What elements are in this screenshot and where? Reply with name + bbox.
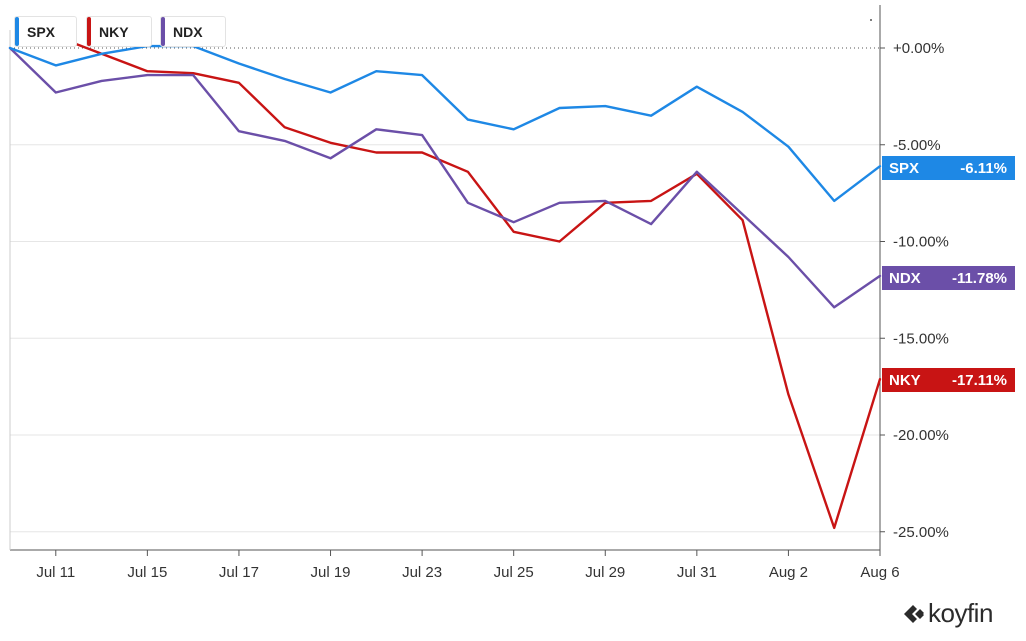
series-line-nky	[75, 42, 882, 530]
legend-label-ndx: NDX	[173, 23, 203, 40]
legend-label-spx: SPX	[27, 23, 56, 40]
legend-item-spx[interactable]: SPX	[14, 16, 77, 47]
end-label-spx-value: -6.11%	[960, 159, 1007, 177]
legend-label-nky: NKY	[99, 23, 129, 40]
axes	[9, 5, 881, 551]
end-label-spx-name: SPX	[889, 159, 920, 177]
brand-name: koyfin	[928, 598, 993, 628]
x-axis-ticks: Jul 11 Jul 15 Jul 17 Jul 19 Jul 23 Jul 25 Jul …	[36, 550, 900, 581]
end-label-ndx: NDX -11.78%	[882, 266, 1015, 290]
x-tick-label: Aug 2	[769, 564, 808, 581]
legend-item-nky[interactable]: NKY	[86, 16, 152, 47]
legend-color-nky	[87, 17, 91, 46]
x-tick-label: Aug 6	[860, 564, 899, 581]
x-tick-label: Jul 15	[127, 564, 167, 581]
end-label-nky-name: NKY	[889, 371, 921, 389]
end-label-nky: NKY -17.11%	[882, 368, 1015, 392]
end-label-nky-value: -17.11%	[951, 371, 1007, 389]
series-line-spx	[8, 44, 882, 203]
y-tick-label: -20.00%	[893, 427, 949, 444]
y-axis-ticks: +0.00% -5.00% -10.00% -15.00% -20.00% -25.00%	[880, 40, 949, 541]
end-label-ndx-name: NDX	[889, 269, 921, 287]
series-line-ndx	[8, 46, 882, 309]
x-tick-label: Jul 17	[219, 564, 259, 581]
series-lines	[8, 42, 882, 530]
y-tick-label: +0.00%	[893, 40, 944, 57]
x-tick-label: Jul 23	[402, 564, 442, 581]
end-label-ndx-value: -11.78%	[951, 269, 1007, 287]
x-tick-label: Jul 31	[677, 564, 717, 581]
x-tick-label: Jul 19	[311, 564, 351, 581]
brand-logo: koyfin	[900, 598, 993, 629]
end-label-spx: SPX -6.11%	[882, 156, 1015, 180]
corner-dot	[870, 19, 872, 21]
y-tick-label: -10.00%	[893, 234, 949, 251]
x-tick-label: Jul 11	[36, 564, 75, 581]
x-tick-label: Jul 29	[585, 564, 625, 581]
y-tick-label: -15.00%	[893, 330, 949, 347]
koyfin-logo-icon	[904, 604, 924, 623]
legend-item-ndx[interactable]: NDX	[160, 16, 226, 47]
x-tick-label: Jul 25	[494, 564, 534, 581]
y-tick-label: -5.00%	[893, 137, 941, 154]
y-tick-label: -25.00%	[893, 524, 949, 541]
legend-color-spx	[15, 17, 19, 46]
grid-lines	[10, 47, 880, 533]
legend-color-ndx	[161, 17, 165, 46]
